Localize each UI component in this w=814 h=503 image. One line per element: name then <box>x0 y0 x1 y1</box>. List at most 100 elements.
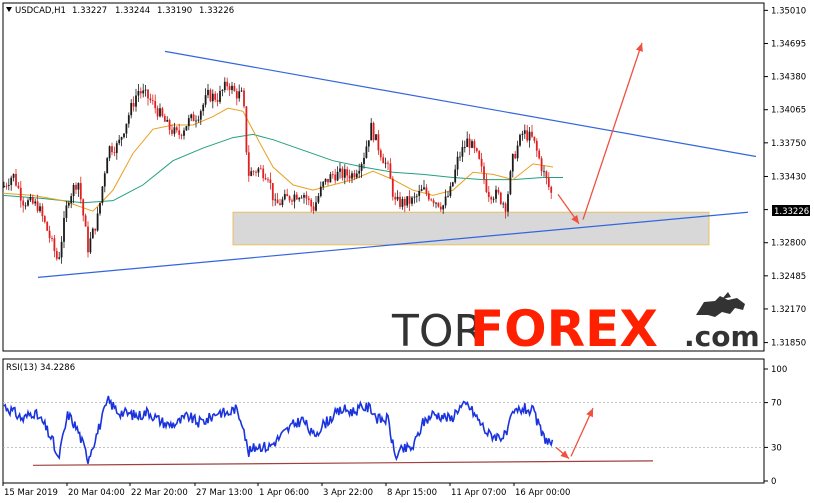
candle-body <box>269 179 272 184</box>
current-price-marker: 1.33226 <box>772 205 810 217</box>
time-tick-label: 1 Apr 06:00 <box>259 488 309 498</box>
candle-body <box>375 134 377 141</box>
candle-body <box>343 169 346 178</box>
candle-body <box>17 185 20 188</box>
candle-body <box>118 139 121 144</box>
rsi-tick-label: 30 <box>771 443 782 453</box>
candle-body <box>279 203 281 206</box>
candle-body <box>507 194 509 212</box>
candle-body <box>204 95 207 105</box>
symbol-label: USDCAD,H1 <box>15 6 66 16</box>
candle-body <box>94 228 97 231</box>
candle-body <box>187 118 190 127</box>
candle-body <box>238 91 241 99</box>
candle-body <box>295 194 298 200</box>
candle-body <box>259 168 262 170</box>
candle-body <box>531 131 533 137</box>
price-tick-label: 1.34380 <box>771 73 806 83</box>
candle-body <box>125 123 128 134</box>
candle-body <box>257 168 260 173</box>
candle-body <box>228 86 231 91</box>
candle-body <box>135 95 137 107</box>
moving-average-slow <box>2 133 563 204</box>
candle-body <box>199 111 202 120</box>
candle-body <box>132 103 135 107</box>
candle-body <box>327 178 329 183</box>
candle-body <box>142 90 145 94</box>
candle-body <box>84 215 87 227</box>
candle-body <box>432 200 435 204</box>
candle-body <box>346 169 349 176</box>
candle-body <box>526 130 529 141</box>
candle-body <box>190 114 193 119</box>
candle-body <box>331 174 334 176</box>
candle-body <box>24 205 27 207</box>
candle-body <box>495 189 497 199</box>
candle-body <box>547 178 550 188</box>
candle-body <box>149 98 152 101</box>
candle-body <box>478 151 481 159</box>
candle-body <box>103 173 106 187</box>
candle-body <box>243 90 245 107</box>
candle-body <box>521 133 524 135</box>
candle-body <box>307 198 310 200</box>
candle-body <box>411 197 413 204</box>
candle-body <box>394 196 397 200</box>
candle-body <box>180 134 183 136</box>
candle-body <box>99 202 101 214</box>
candle-body <box>403 199 406 206</box>
candle-body <box>358 170 361 174</box>
candle-body <box>312 206 315 211</box>
candle-body <box>22 200 25 206</box>
ohlc-close: 1.33226 <box>199 6 234 16</box>
candle-body <box>156 108 159 117</box>
rsi-trendline <box>32 460 654 466</box>
candle-body <box>415 195 418 197</box>
candle-body <box>283 194 286 200</box>
candle-body <box>276 199 279 204</box>
price-tick-label: 1.31850 <box>771 339 806 349</box>
candle-body <box>334 174 337 181</box>
candle-body <box>207 89 209 96</box>
candle-body <box>310 199 313 207</box>
bull-logo-icon <box>696 292 745 317</box>
candle-body <box>209 89 212 102</box>
moving-average-fast <box>2 107 554 212</box>
candle-body <box>60 241 63 258</box>
watermark-text-tor: TOR <box>391 306 484 357</box>
candle-body <box>315 202 317 211</box>
candle-body <box>490 197 493 200</box>
candle-body <box>473 141 476 149</box>
candle-body <box>67 203 70 206</box>
candle-body <box>7 184 10 186</box>
candle-body <box>96 213 99 231</box>
candle-body <box>12 173 15 178</box>
candle-body <box>305 195 308 199</box>
candle-body <box>454 169 457 183</box>
candle-body <box>408 196 411 204</box>
candle-body <box>430 199 433 201</box>
candle-body <box>10 177 13 185</box>
candle-body <box>31 197 34 204</box>
candle-body <box>492 198 495 200</box>
candle-body <box>300 197 303 199</box>
candle-body <box>34 201 37 204</box>
candle-body <box>533 136 536 141</box>
candle-body <box>293 194 296 202</box>
candle-body <box>82 199 85 216</box>
chart-header: USDCAD,H1 1.33227 1.33244 1.33190 1.3322… <box>6 6 234 16</box>
candle-body <box>39 206 41 212</box>
rsi-tick-label: 0 <box>771 477 776 487</box>
candle-body <box>202 104 205 112</box>
candle-body <box>437 202 440 207</box>
support-zone <box>232 211 710 246</box>
candle-body <box>127 115 130 124</box>
candle-body <box>471 141 473 148</box>
rsi-arrow-0-head <box>560 450 569 459</box>
candle-body <box>418 190 421 196</box>
candle-body <box>514 153 517 159</box>
candle-body <box>435 202 437 204</box>
candle-body <box>274 199 277 201</box>
price-tick-label: 1.34695 <box>771 39 806 49</box>
upper-trendline <box>164 50 757 158</box>
